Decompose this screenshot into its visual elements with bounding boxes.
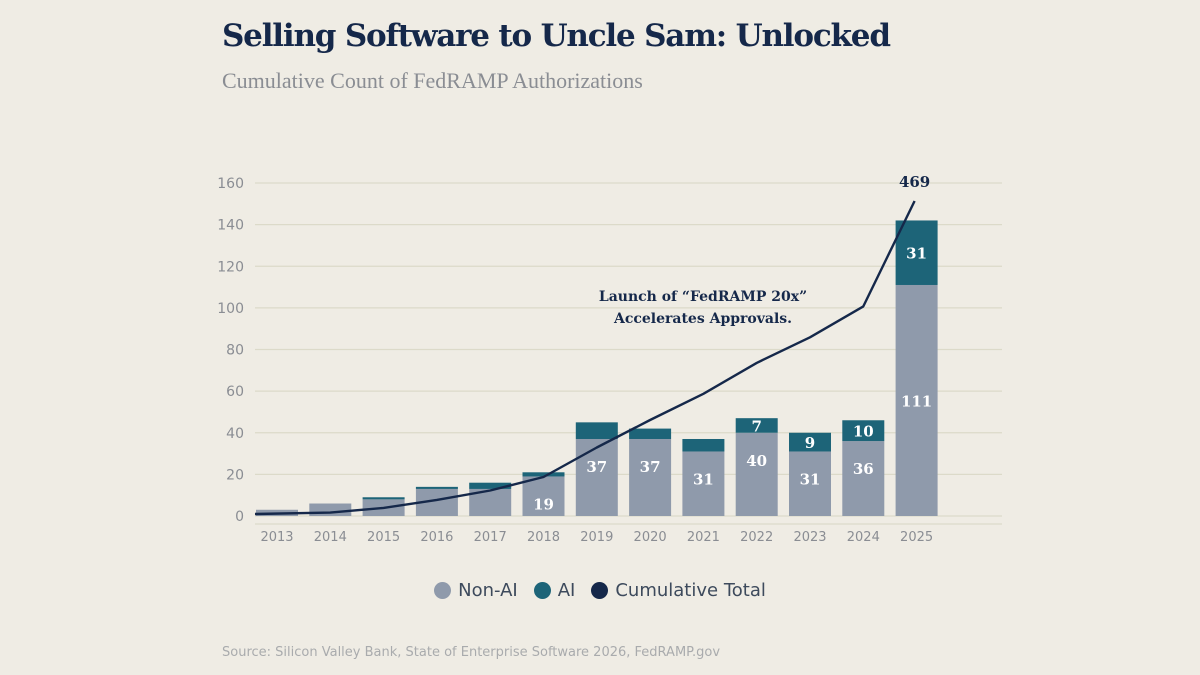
bar-ai bbox=[682, 438, 725, 452]
x-tick-label: 2014 bbox=[314, 530, 347, 545]
bar-non-ai bbox=[575, 438, 618, 516]
data-label-non-ai: 31 bbox=[693, 470, 714, 488]
bar-layer bbox=[256, 220, 938, 516]
y-tick-label: 140 bbox=[217, 218, 244, 234]
y-tick-label: 120 bbox=[217, 259, 244, 275]
legend-swatch-ai bbox=[533, 582, 551, 599]
y-tick-label: 60 bbox=[226, 384, 244, 400]
y-tick-label: 0 bbox=[235, 509, 244, 525]
data-label-ai: 31 bbox=[906, 245, 927, 263]
legend-item-cumulative: Cumulative Total bbox=[591, 580, 766, 601]
bar-ai bbox=[415, 486, 458, 489]
bar-non-ai bbox=[842, 441, 885, 516]
x-tick-label: 2019 bbox=[580, 530, 613, 545]
bar-ai bbox=[362, 497, 405, 500]
data-label-non-ai: 19 bbox=[533, 495, 554, 513]
y-tick-label: 20 bbox=[226, 467, 244, 483]
data-label-ai: 10 bbox=[853, 423, 874, 441]
annotation-text: Accelerates Approvals. bbox=[613, 311, 792, 327]
x-tick-label: 2020 bbox=[634, 530, 667, 545]
bar-ai bbox=[735, 418, 778, 433]
bar-ai bbox=[629, 428, 672, 439]
y-tick-label: 80 bbox=[226, 343, 244, 359]
bar-non-ai bbox=[735, 432, 778, 516]
data-label-non-ai: 36 bbox=[853, 460, 874, 478]
x-tick-label: 2024 bbox=[847, 530, 880, 545]
data-label-ai: 9 bbox=[805, 434, 815, 452]
cumulative-end-label: 469 bbox=[899, 173, 930, 191]
data-label-ai: 7 bbox=[751, 417, 761, 435]
legend: Non-AI AI Cumulative Total bbox=[0, 580, 1200, 601]
legend-label-non-ai: Non-AI bbox=[458, 580, 518, 601]
data-label-non-ai: 37 bbox=[586, 458, 607, 476]
bar-non-ai bbox=[682, 451, 725, 516]
bar-non-ai bbox=[309, 503, 352, 516]
bar-non-ai bbox=[629, 438, 672, 516]
x-tick-label: 2013 bbox=[260, 530, 293, 545]
legend-label-cumulative: Cumulative Total bbox=[615, 580, 766, 601]
bar-ai bbox=[469, 482, 512, 489]
data-label-non-ai: 40 bbox=[746, 452, 767, 470]
source-note: Source: Silicon Valley Bank, State of En… bbox=[222, 645, 721, 660]
cumulative-line bbox=[254, 200, 916, 516]
chart-subtitle: Cumulative Count of FedRAMP Authorizatio… bbox=[222, 68, 643, 93]
bar-non-ai bbox=[895, 284, 938, 516]
x-tick-label: 2023 bbox=[793, 530, 826, 545]
bar-ai bbox=[895, 220, 938, 285]
label-layer: 2013 2014 2015 2016 2017 2018 2019 2020 2021 2022… bbox=[260, 173, 933, 545]
x-tick-label: 2025 bbox=[900, 530, 933, 545]
y-tick-label: 100 bbox=[217, 301, 244, 317]
data-label-non-ai: 31 bbox=[800, 470, 821, 488]
legend-swatch-non-ai bbox=[434, 582, 452, 599]
x-tick-label: 2021 bbox=[687, 530, 720, 545]
y-tick-label: 40 bbox=[226, 426, 244, 442]
x-tick-label: 2018 bbox=[527, 530, 560, 545]
bar-non-ai bbox=[789, 451, 831, 516]
bar-ai bbox=[789, 432, 831, 452]
line-layer bbox=[254, 200, 916, 516]
legend-item-ai: AI bbox=[533, 580, 576, 601]
bar-ai bbox=[575, 422, 618, 439]
x-tick-label: 2015 bbox=[367, 530, 400, 545]
chart-title: Selling Software to Uncle Sam: Unlocked bbox=[222, 18, 891, 54]
bar-non-ai bbox=[522, 476, 565, 516]
bar-ai bbox=[522, 472, 565, 477]
grid-layer: 0 20 40 60 80 100 120 140 160 bbox=[217, 176, 1002, 525]
data-label-non-ai: 111 bbox=[901, 392, 932, 410]
y-tick-label: 160 bbox=[217, 176, 244, 192]
x-tick-label: 2022 bbox=[740, 530, 773, 545]
annotation-text: Launch of “FedRAMP 20x” bbox=[599, 289, 807, 305]
x-tick-label: 2016 bbox=[420, 530, 453, 545]
bar-ai bbox=[842, 420, 885, 442]
legend-item-non-ai: Non-AI bbox=[434, 580, 518, 601]
legend-label-ai: AI bbox=[557, 580, 576, 601]
x-tick-label: 2017 bbox=[474, 530, 507, 545]
legend-swatch-cumulative bbox=[591, 582, 609, 599]
data-label-non-ai: 37 bbox=[640, 458, 661, 476]
